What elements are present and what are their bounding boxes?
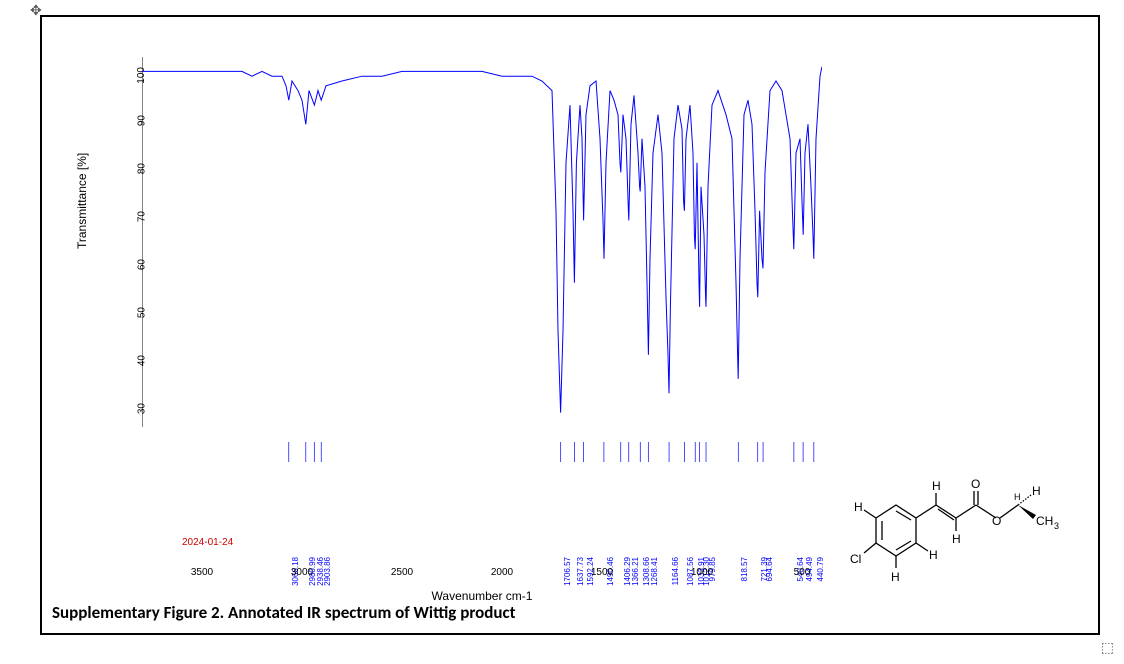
x-tick-label: 1500: [591, 567, 613, 578]
atom-h: H: [952, 532, 961, 546]
x-tick-label: 3500: [191, 567, 213, 578]
peak-label: 1268.41: [650, 557, 659, 586]
atom-h: H: [891, 570, 900, 584]
x-axis-title: Wavenumber cm-1: [432, 589, 533, 603]
y-axis: 30405060708090100: [117, 57, 142, 427]
peak-label: 440.79: [816, 557, 825, 581]
x-tick-label: 2000: [491, 567, 513, 578]
atom-o: O: [992, 514, 1001, 528]
atom-h: H: [1032, 484, 1041, 498]
x-tick-label: 2500: [391, 567, 413, 578]
peak-label: 818.57: [740, 557, 749, 581]
peak-label: 694.64: [765, 557, 774, 581]
atom-h: H: [932, 479, 941, 493]
chemical-structure: H Cl H H H H O O H CH 3 H: [836, 463, 1086, 593]
atom-h-dash: H: [1014, 492, 1021, 502]
y-axis-title: Transmittance [%]: [75, 153, 89, 249]
peak-label: 2903.86: [323, 557, 332, 586]
peak-label: 1706.57: [563, 557, 572, 586]
atom-cl: Cl: [850, 552, 861, 566]
x-tick-label: 1000: [691, 567, 713, 578]
atom-ch3: CH: [1036, 514, 1053, 528]
atom-ch3-sub: 3: [1054, 521, 1059, 531]
date-label: 2024-01-24: [182, 537, 233, 548]
resize-handle-icon: ⬚: [1101, 639, 1114, 656]
x-tick-label: 3000: [291, 567, 313, 578]
atom-h: H: [929, 548, 938, 562]
peak-labels-area: 3066.182980.992938.462903.861706.571637.…: [142, 477, 822, 557]
peak-label: 1164.66: [671, 557, 680, 585]
figure-frame: Transmittance [%] 30405060708090100 3066…: [40, 15, 1100, 635]
ir-spectrum-plot: [142, 57, 822, 427]
x-tick-label: 500: [794, 567, 811, 578]
figure-caption: Supplementary Figure 2. Annotated IR spe…: [52, 602, 516, 623]
peak-label: 1637.73: [576, 557, 585, 586]
atom-h: H: [854, 500, 863, 514]
peak-label: 1366.21: [631, 557, 640, 586]
atom-o: O: [971, 477, 980, 491]
